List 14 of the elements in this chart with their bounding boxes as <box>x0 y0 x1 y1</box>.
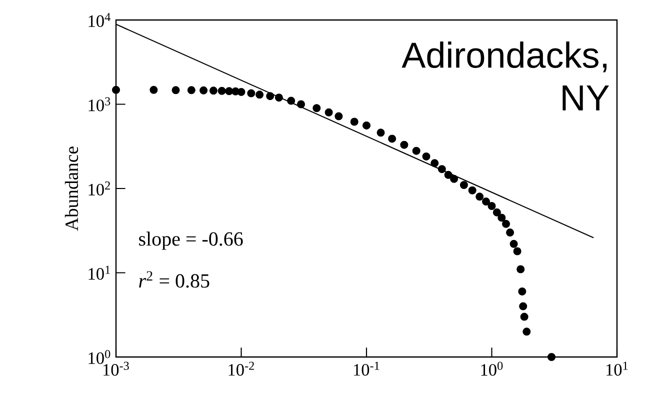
annotation: r$^{2}$ = 0.85 <box>139 271 210 288</box>
y-axis-title: Abundance <box>64 146 78 231</box>
x-tick-label: 10$^{0}$ <box>481 362 503 376</box>
x-tick-label: 10$^{-2}$ <box>228 362 254 376</box>
y-tick-label: 10$^{4}$ <box>88 13 110 27</box>
x-tick-label: 10$^{-1}$ <box>354 362 380 376</box>
x-tick-label: 10$^{1}$ <box>606 362 628 376</box>
y-tick-label: 10$^{0}$ <box>88 350 110 364</box>
y-tick-label: 10$^{3}$ <box>88 97 110 112</box>
y-tick-label: 10$^{2}$ <box>88 182 110 196</box>
y-tick-label: 10$^{1}$ <box>88 266 110 280</box>
annotation: slope = -0.66 <box>139 232 243 250</box>
annotation: Adirondacks, NY <box>402 42 609 110</box>
x-tick-label: 10$^{-3}$ <box>103 362 129 376</box>
